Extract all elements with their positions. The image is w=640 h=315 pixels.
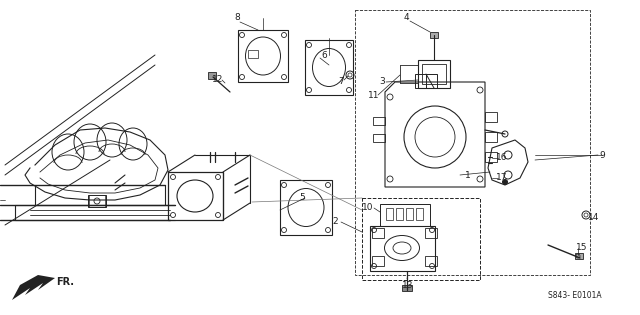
Text: 2: 2 bbox=[332, 217, 338, 226]
Text: 16: 16 bbox=[496, 153, 508, 163]
Bar bbox=[425, 256, 437, 266]
Bar bbox=[372, 256, 384, 266]
Text: 7: 7 bbox=[338, 77, 344, 87]
Bar bbox=[355, 10, 590, 275]
Text: 11: 11 bbox=[368, 90, 380, 100]
Text: 9: 9 bbox=[599, 151, 605, 159]
Bar bbox=[373, 134, 385, 142]
Bar bbox=[386, 208, 393, 220]
Text: 13: 13 bbox=[403, 280, 413, 289]
Circle shape bbox=[502, 180, 508, 185]
Text: 1: 1 bbox=[465, 170, 471, 180]
Text: 14: 14 bbox=[588, 214, 600, 222]
Bar bbox=[425, 228, 437, 238]
Bar bbox=[418, 60, 450, 88]
Bar bbox=[373, 117, 385, 125]
Bar bbox=[396, 208, 403, 220]
Text: 8: 8 bbox=[234, 14, 240, 22]
Bar bbox=[485, 132, 497, 142]
Bar bbox=[575, 253, 583, 259]
Text: 10: 10 bbox=[362, 203, 374, 213]
Bar bbox=[238, 30, 288, 82]
Bar bbox=[208, 72, 216, 79]
Bar bbox=[415, 74, 437, 88]
Bar bbox=[305, 40, 353, 95]
Text: 17: 17 bbox=[496, 174, 508, 182]
Bar bbox=[430, 32, 438, 38]
Polygon shape bbox=[12, 275, 55, 300]
Bar bbox=[280, 180, 332, 235]
Bar bbox=[362, 198, 480, 280]
Bar bbox=[372, 228, 384, 238]
Text: 15: 15 bbox=[576, 243, 588, 253]
Bar bbox=[485, 112, 497, 122]
Text: 6: 6 bbox=[321, 50, 327, 60]
Bar bbox=[370, 226, 435, 271]
Text: S843- E0101A: S843- E0101A bbox=[548, 290, 602, 300]
Bar bbox=[422, 64, 446, 84]
Text: FR.: FR. bbox=[56, 277, 74, 287]
Bar bbox=[485, 152, 497, 162]
Text: 3: 3 bbox=[379, 77, 385, 87]
Text: 12: 12 bbox=[212, 76, 224, 84]
Bar bbox=[248, 50, 258, 58]
Text: 4: 4 bbox=[403, 14, 409, 22]
Bar bbox=[416, 208, 423, 220]
Bar bbox=[168, 172, 223, 220]
Bar bbox=[88, 195, 106, 207]
Bar bbox=[406, 208, 413, 220]
Text: 5: 5 bbox=[299, 193, 305, 203]
Bar bbox=[380, 204, 430, 226]
Bar bbox=[402, 285, 412, 291]
